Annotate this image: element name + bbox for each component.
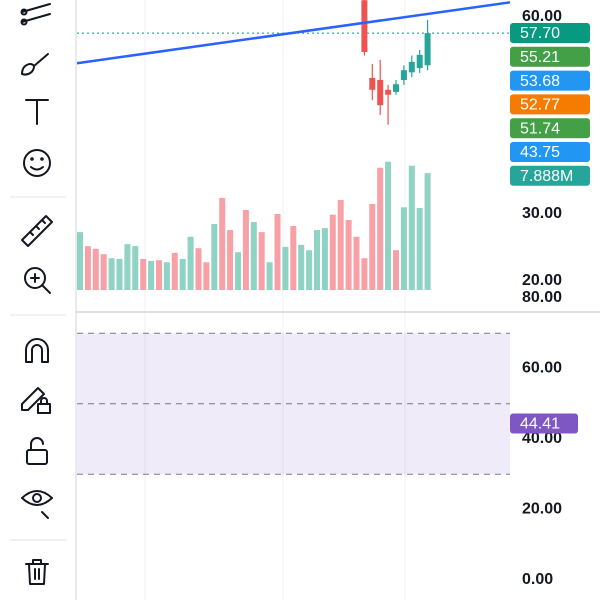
volume-bar (156, 260, 162, 290)
volume-bar (77, 232, 83, 290)
delete-tool[interactable] (25, 559, 49, 585)
candle-body (385, 89, 392, 95)
volume-bar (345, 220, 352, 290)
grid (144, 0, 406, 600)
volume-bar (282, 246, 289, 290)
volume-bar (195, 248, 202, 290)
price-badge-label: 43.75 (520, 144, 560, 161)
lock-drawings-tool[interactable] (21, 387, 51, 414)
rsi-badge (510, 413, 578, 434)
trend-line (76, 1, 511, 65)
volume-bar (400, 207, 407, 290)
volume-bar (321, 228, 328, 290)
volume-bar (116, 258, 123, 290)
volume-bar (235, 252, 241, 290)
price-badge (510, 46, 590, 67)
zoom-tool[interactable] (24, 267, 51, 294)
toolbar (10, 3, 66, 585)
brush-tool[interactable] (21, 53, 49, 76)
y-tick-label: 0.00 (522, 571, 553, 588)
volume-bar (361, 258, 368, 290)
volume-bar (124, 244, 131, 290)
price-badge (510, 23, 590, 43)
price-badge (510, 94, 590, 115)
volume-bar (274, 214, 281, 290)
volume-bar (100, 254, 107, 290)
volume-bar (393, 250, 399, 290)
volume-bar (266, 262, 273, 290)
volume-bar (306, 250, 313, 290)
price-badge-label: 55.21 (520, 49, 560, 66)
magnet-tool[interactable] (25, 338, 49, 363)
rsi-band-fill (77, 333, 510, 475)
volume-bar (242, 209, 249, 290)
price-badge-label: 53.68 (520, 73, 560, 90)
candle-body (377, 80, 384, 106)
volume-bar (203, 262, 210, 290)
volume-bar (424, 173, 431, 290)
volume-bar (148, 260, 155, 290)
y-tick-label: 20.00 (522, 272, 562, 289)
y-tick-label: 40.00 (522, 430, 562, 447)
volume-bar (290, 226, 297, 290)
volume-bar (329, 214, 336, 290)
volume-bar (108, 258, 115, 290)
volume-bar (211, 224, 218, 290)
volume-bar (385, 161, 392, 290)
trend-tool[interactable] (20, 3, 51, 26)
volume-bar (163, 262, 170, 290)
y-tick-label: 30.00 (522, 205, 562, 222)
volume-bar (92, 248, 99, 290)
rsi-badge-label: 44.41 (520, 416, 560, 433)
price-badge (510, 118, 590, 139)
visibility-tool[interactable] (21, 490, 53, 519)
y-tick-label: 60.00 (522, 360, 562, 377)
y-tick-label: 80.00 (522, 289, 562, 306)
plot: 30.0020.0060.0057.7055.2153.6852.7751.74… (76, 0, 590, 588)
volume-bar (140, 258, 147, 290)
volume-bar (298, 244, 305, 290)
volume-bar (187, 236, 194, 290)
candle-body (361, 0, 368, 53)
unlock-tool[interactable] (26, 437, 48, 465)
y-tick-label: 60.00 (522, 8, 562, 25)
volume-bar (314, 230, 320, 290)
volume-bar (132, 246, 139, 290)
ruler-tool[interactable] (21, 215, 53, 247)
y-tick-label: 20.00 (522, 501, 562, 518)
volume-bar (171, 252, 178, 290)
volume-bar (353, 236, 360, 290)
price-badge (510, 142, 590, 162)
candle-body (416, 54, 423, 69)
candle-body (400, 70, 407, 81)
price-badge-label: 7.888M (520, 168, 573, 185)
price-badge-label: 51.74 (520, 120, 560, 137)
price-badge (510, 70, 590, 91)
price-badge (510, 165, 590, 186)
candle-body (408, 61, 415, 73)
volume-bar (377, 167, 384, 290)
candle-body (369, 77, 376, 90)
volume-bar (258, 232, 265, 290)
candle-body (424, 33, 431, 66)
text-tool[interactable] (25, 99, 49, 125)
price-badge-label: 52.77 (520, 97, 560, 114)
volume-bar (416, 207, 423, 290)
volume-bar (408, 165, 415, 290)
emoji-tool[interactable] (23, 149, 51, 177)
volume-bar (219, 197, 226, 290)
candle-body (393, 84, 399, 92)
volume-bar (84, 246, 91, 290)
volume-bar (337, 199, 344, 290)
price-badge-label: 57.70 (520, 25, 560, 42)
volume-bar (369, 203, 376, 290)
volume-bar (227, 230, 234, 290)
volume-bar (179, 258, 186, 290)
volume-bar (250, 222, 257, 290)
